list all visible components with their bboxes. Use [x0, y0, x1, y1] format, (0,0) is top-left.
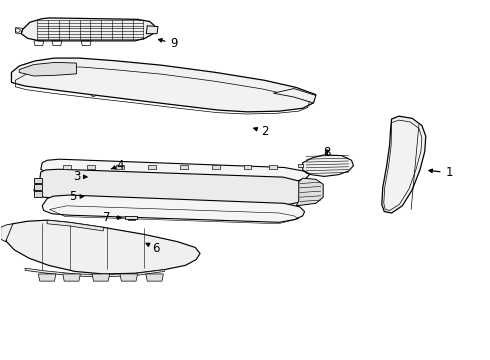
Polygon shape	[120, 274, 138, 281]
Polygon shape	[146, 274, 163, 281]
Polygon shape	[38, 274, 56, 281]
Text: 4: 4	[111, 159, 124, 172]
Text: 6: 6	[146, 242, 160, 255]
Polygon shape	[148, 165, 156, 169]
Polygon shape	[34, 184, 42, 190]
Polygon shape	[63, 165, 71, 169]
Polygon shape	[19, 62, 76, 76]
Polygon shape	[212, 165, 220, 169]
Polygon shape	[34, 169, 314, 206]
Text: 8: 8	[323, 145, 331, 158]
Polygon shape	[63, 274, 80, 281]
Polygon shape	[25, 268, 164, 277]
Polygon shape	[244, 165, 251, 169]
Polygon shape	[21, 18, 155, 41]
Polygon shape	[303, 155, 353, 176]
Polygon shape	[34, 178, 42, 183]
Polygon shape	[5, 220, 200, 274]
Polygon shape	[41, 159, 310, 182]
Text: 7: 7	[103, 211, 121, 224]
Polygon shape	[42, 195, 305, 222]
Polygon shape	[92, 274, 110, 281]
Polygon shape	[147, 26, 158, 34]
Polygon shape	[273, 89, 316, 103]
Text: 1: 1	[429, 166, 453, 179]
Text: 5: 5	[69, 190, 83, 203]
Polygon shape	[87, 165, 95, 169]
Text: 3: 3	[73, 170, 87, 183]
Polygon shape	[270, 165, 277, 169]
Polygon shape	[117, 165, 124, 169]
Text: 9: 9	[159, 37, 178, 50]
Polygon shape	[296, 178, 323, 206]
Polygon shape	[11, 58, 316, 112]
Polygon shape	[382, 116, 426, 213]
Polygon shape	[125, 216, 137, 219]
Polygon shape	[298, 164, 303, 167]
Text: 2: 2	[254, 125, 269, 138]
Polygon shape	[47, 220, 103, 231]
Polygon shape	[180, 165, 188, 169]
Polygon shape	[34, 192, 42, 197]
Polygon shape	[0, 224, 13, 242]
